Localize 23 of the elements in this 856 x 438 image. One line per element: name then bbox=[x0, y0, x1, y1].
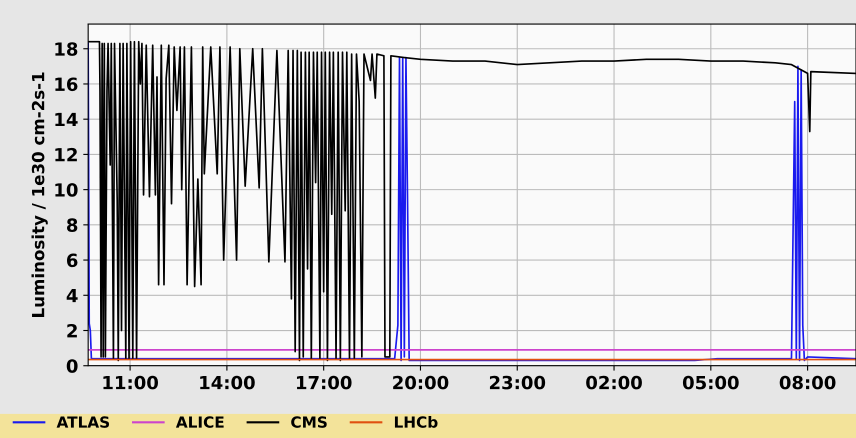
y-tick-label: 16 bbox=[55, 77, 78, 92]
y-tick-label: 2 bbox=[67, 324, 77, 338]
legend-label: CMS bbox=[291, 416, 327, 428]
x-tick-label: 02:00 bbox=[586, 376, 642, 390]
legend-label: ATLAS bbox=[56, 416, 110, 428]
x-tick-label: 05:00 bbox=[682, 376, 739, 390]
y-axis-title: Luminosity / 1e30 cm-2s-1 bbox=[32, 72, 48, 317]
y-tick-label: 18 bbox=[55, 42, 78, 56]
y-tick-label: 10 bbox=[55, 183, 78, 197]
x-tick-label: 23:00 bbox=[490, 376, 546, 390]
y-tick-label: 14 bbox=[55, 112, 78, 126]
x-tick-label: 14:00 bbox=[200, 376, 255, 390]
y-tick-label: 0 bbox=[66, 359, 78, 373]
x-tick-label: 08:00 bbox=[780, 376, 836, 390]
x-tick-label: 17:00 bbox=[296, 376, 352, 390]
y-tick-label: 12 bbox=[55, 148, 77, 162]
x-tick-label: 20:00 bbox=[393, 376, 448, 390]
legend-label: LHCb bbox=[394, 416, 438, 428]
y-tick-label: 4 bbox=[66, 288, 78, 302]
y-tick-label: 8 bbox=[66, 218, 78, 232]
x-tick-label: 11:00 bbox=[103, 376, 158, 390]
legend-label: ALICE bbox=[176, 416, 224, 428]
y-tick-label: 6 bbox=[67, 254, 78, 268]
